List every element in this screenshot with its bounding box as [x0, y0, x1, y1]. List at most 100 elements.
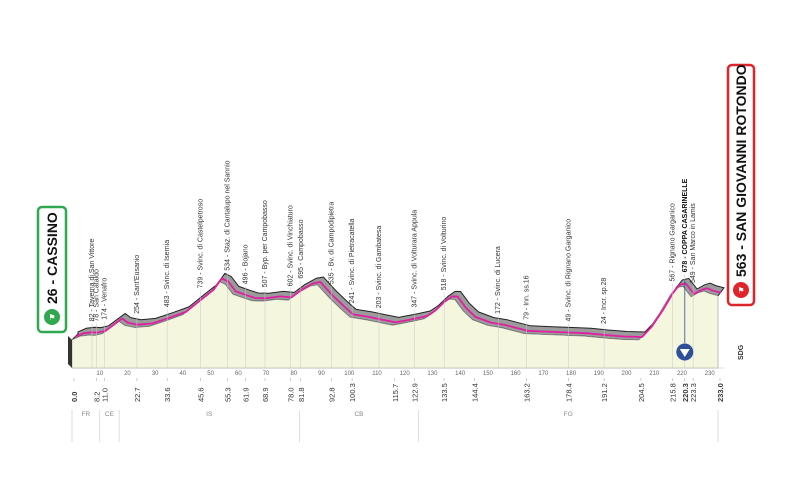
km-label: 0.0 — [70, 392, 79, 402]
x-axis-tick-label: 180 — [566, 371, 577, 377]
km-label: 191.2 — [600, 383, 609, 402]
x-axis-tick-label: 190 — [594, 371, 605, 377]
waypoint-label: 174 - Venafro — [101, 278, 108, 320]
region-label: IS — [206, 411, 213, 418]
start-badge-frame — [36, 205, 68, 334]
x-axis-tick-label: 160 — [511, 371, 522, 377]
km-label: 115.7 — [391, 384, 400, 402]
km-label: 78.0 — [286, 387, 295, 402]
waypoint-label: 203 - Svinc. di Gambatesa — [376, 226, 383, 309]
x-axis-tick-label: 220 — [677, 371, 688, 377]
km-label: 68.9 — [261, 387, 270, 402]
x-axis-tick-label: 150 — [483, 371, 494, 377]
finish-flag-icon — [733, 282, 749, 298]
x-axis-tick-label: 60 — [235, 371, 242, 377]
finish-label: 563 - SAN GIOVANNI ROTONDO — [733, 64, 749, 277]
waypoint-label: 79 - Inn. ss.16 — [523, 275, 530, 319]
km-label: 144.4 — [470, 383, 479, 402]
x-axis-tick-label: 140 — [455, 371, 466, 377]
waypoint-label: 49 - Svinc. di Rignano Garganico — [566, 219, 573, 322]
region-label: FR — [82, 411, 91, 418]
km-label: 92.8 — [327, 387, 336, 402]
start-badge: ⚑ 26 - CASSINO — [36, 205, 68, 334]
x-axis-tick-label: 20 — [124, 371, 131, 377]
waypoint-label: 549 - San Marco in Lamis — [690, 203, 697, 283]
waypoint-label: 483 - Svinc. di Isernia — [164, 240, 171, 307]
waypoint-label: 496 - Bojano — [243, 244, 250, 284]
road-line — [74, 277, 722, 338]
sdg-logo: SDG — [738, 344, 745, 360]
x-axis-tick-label: 170 — [538, 371, 549, 377]
km-label: 204.5 — [637, 383, 646, 402]
km-label: 133.5 — [440, 383, 449, 402]
km-label: 81.8 — [297, 387, 306, 402]
waypoint-label: 695 - Campobasso — [298, 219, 305, 278]
waypoint-label: 347 - Svinc. di Volturara Appula — [412, 210, 419, 308]
km-label: 122.9 — [411, 383, 420, 402]
x-axis-tick-label: 40 — [180, 371, 187, 377]
waypoint-label: 739 - Svinc. di Castelpetroso — [197, 199, 204, 289]
start-altitude: 26 — [44, 288, 60, 304]
x-axis-tick-label: 130 — [427, 371, 438, 377]
x-axis-tick-label: 30 — [152, 371, 159, 377]
mountain-gpm-marker — [676, 343, 694, 361]
waypoint-label: 535 - Bv. di Campodipietra — [328, 202, 335, 284]
profile-left-wall — [68, 335, 72, 368]
waypoint-label: 254 - Sant'Eusanio — [134, 255, 141, 314]
km-label: 61.9 — [242, 387, 251, 402]
finish-flag-glyph: ⚑ — [737, 286, 744, 295]
x-axis-tick-label: 10 — [96, 371, 103, 377]
waypoint-label: 602 - Svinc. di Vinchiaturo — [287, 205, 294, 286]
region-label: FG — [564, 411, 573, 418]
waypoint-label: 678 - COPPA CASARINELLE — [682, 178, 689, 272]
start-flag-glyph: ⚑ — [48, 313, 55, 322]
waypoint-label: 534 - Staz. di Cantalupo nel Sannio — [224, 160, 231, 270]
waypoint-label: 241 - Svinc. di Pietracatella — [349, 218, 356, 303]
x-axis-tick-label: 90 — [318, 371, 325, 377]
x-axis-tick-label: 230 — [705, 371, 716, 377]
start-flag-icon — [44, 309, 60, 325]
finish-badge: ⚑ 563 - SAN GIOVANNI ROTONDO — [726, 63, 756, 307]
km-label-layer: 0.0 8.211.0 22.7 33.6 45.6 55.3 61.9 68.9 78.0 81… — [70, 378, 725, 402]
km-label: 100.3 — [348, 383, 357, 402]
waypoint-label: 78 - San Cataldo — [94, 269, 101, 322]
region-layer: FR CE IS CB FG — [71, 410, 719, 442]
km-label: 215.8 — [668, 383, 677, 402]
waypoint-label: 507 - Byp. per Campobasso — [262, 200, 269, 287]
km-label: 8.2 — [93, 392, 102, 402]
km-label: 178.4 — [565, 383, 574, 402]
x-axis-tick-label: 100 — [344, 371, 355, 377]
profile-layer — [68, 272, 725, 369]
finish-altitude: 563 — [733, 253, 749, 277]
waypoint-label: 518 - Svinc. di Volturino — [441, 217, 448, 291]
x-axis-tick-label: 210 — [649, 371, 660, 377]
waypoint-label: 172 - Svinc. di Lucera — [495, 246, 502, 314]
start-label: 26 - CASSINO — [44, 212, 60, 304]
km-label: 233.0 — [716, 383, 725, 402]
x-axis-tick-label: 110 — [372, 371, 382, 377]
km-label: 163.2 — [522, 383, 531, 402]
x-axis-tick-label: 120 — [400, 371, 411, 377]
region-label: CB — [354, 411, 363, 418]
region-label: CE — [105, 411, 115, 418]
km-label: 11.0 — [100, 388, 109, 402]
km-label: 22.7 — [133, 387, 142, 402]
x-axis-tick-label: 50 — [207, 371, 214, 377]
x-axis-tick-label: 80 — [290, 371, 297, 377]
x-axis-tick-label: 70 — [263, 371, 270, 377]
km-label: 33.6 — [163, 387, 172, 402]
gpm-triangle-icon — [679, 349, 690, 357]
km-label: 223.3 — [689, 383, 698, 402]
waypoint-label: 82 - Taverna di San Vittore — [89, 239, 96, 322]
km-label: 220.3 — [681, 383, 690, 402]
finish-badge-frame — [726, 63, 756, 307]
x-axis-tick-label: 200 — [621, 371, 632, 377]
km-label: 55.3 — [223, 387, 232, 402]
start-city: CASSINO — [44, 212, 60, 276]
waypoint-label: 567 - Rignano Garganico — [669, 203, 676, 281]
km-label: 45.6 — [196, 387, 205, 402]
waypoint-label: 24 - Incr. sp.28 — [601, 278, 608, 324]
